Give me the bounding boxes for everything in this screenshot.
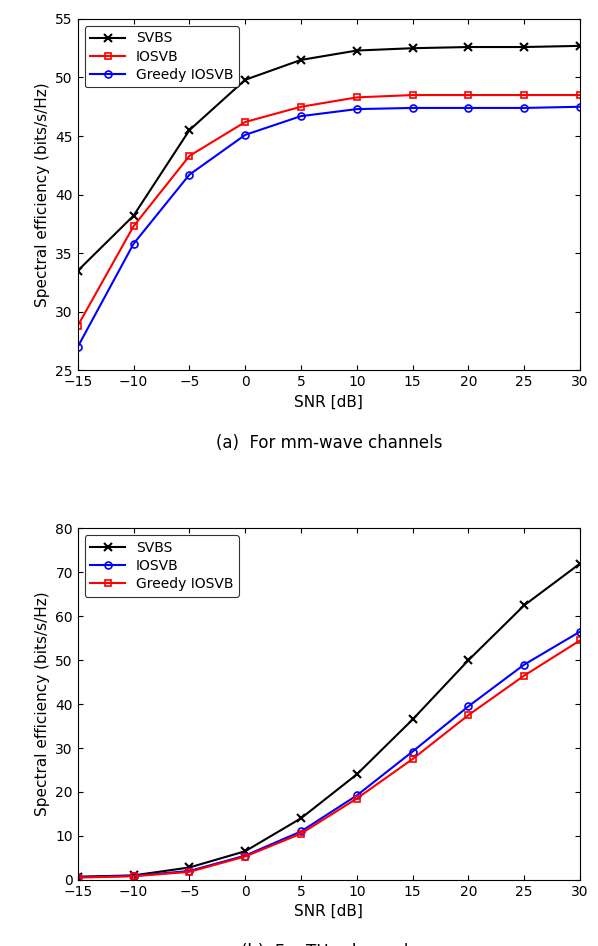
X-axis label: SNR [dB]: SNR [dB] [294,394,364,410]
Greedy IOSVB [186,867,193,878]
Line: IOSVB: IOSVB [74,92,584,329]
IOSVB [297,826,304,837]
Greedy IOSVB [465,102,472,114]
Greedy IOSVB [242,130,249,141]
SVBS [409,43,416,54]
SVBS [74,871,81,883]
Text: (b)  For THz channels: (b) For THz channels [241,943,417,946]
IOSVB [74,320,81,331]
SVBS [576,40,584,51]
IOSVB [576,626,584,638]
SVBS [74,265,81,276]
SVBS [353,44,361,56]
IOSVB [74,871,81,883]
Greedy IOSVB [242,850,249,862]
IOSVB [576,89,584,100]
Greedy IOSVB [521,670,528,681]
Legend: SVBS, IOSVB, Greedy IOSVB: SVBS, IOSVB, Greedy IOSVB [85,535,239,597]
Greedy IOSVB [297,828,304,839]
Greedy IOSVB [409,753,416,764]
IOSVB [130,870,137,882]
IOSVB [186,866,193,877]
SVBS [465,42,472,53]
Line: SVBS: SVBS [74,42,584,275]
Greedy IOSVB [409,102,416,114]
SVBS [242,74,249,85]
SVBS [130,210,137,221]
Legend: SVBS, IOSVB, Greedy IOSVB: SVBS, IOSVB, Greedy IOSVB [85,26,239,87]
Greedy IOSVB [353,103,361,114]
SVBS [297,54,304,65]
Greedy IOSVB [130,870,137,882]
Greedy IOSVB [576,635,584,646]
Line: Greedy IOSVB: Greedy IOSVB [74,637,584,881]
Line: IOSVB: IOSVB [74,628,584,881]
SVBS [186,862,193,873]
IOSVB [353,790,361,801]
SVBS [297,813,304,824]
Text: (a)  For mm-wave channels: (a) For mm-wave channels [216,433,442,451]
IOSVB [130,220,137,232]
IOSVB [409,745,416,757]
Greedy IOSVB [521,102,528,114]
Greedy IOSVB [297,111,304,122]
Greedy IOSVB [74,872,81,884]
Greedy IOSVB [576,101,584,113]
Line: Greedy IOSVB: Greedy IOSVB [74,103,584,350]
SVBS [521,42,528,53]
IOSVB [521,658,528,670]
SVBS [576,558,584,569]
Y-axis label: Spectral efficiency (bits/s/Hz): Spectral efficiency (bits/s/Hz) [35,592,50,816]
IOSVB [186,150,193,162]
IOSVB [465,89,472,100]
SVBS [465,655,472,666]
Greedy IOSVB [130,238,137,250]
Line: SVBS: SVBS [74,559,584,881]
Greedy IOSVB [465,710,472,721]
Greedy IOSVB [186,169,193,181]
IOSVB [353,92,361,103]
X-axis label: SNR [dB]: SNR [dB] [294,904,364,920]
SVBS [186,125,193,136]
Greedy IOSVB [74,342,81,353]
IOSVB [242,116,249,128]
IOSVB [465,701,472,712]
IOSVB [297,101,304,113]
SVBS [130,869,137,881]
Y-axis label: Spectral efficiency (bits/s/Hz): Spectral efficiency (bits/s/Hz) [35,82,50,307]
IOSVB [521,89,528,100]
SVBS [409,714,416,726]
SVBS [242,846,249,857]
SVBS [353,769,361,780]
SVBS [521,600,528,611]
Greedy IOSVB [353,793,361,804]
IOSVB [409,89,416,100]
IOSVB [242,850,249,861]
